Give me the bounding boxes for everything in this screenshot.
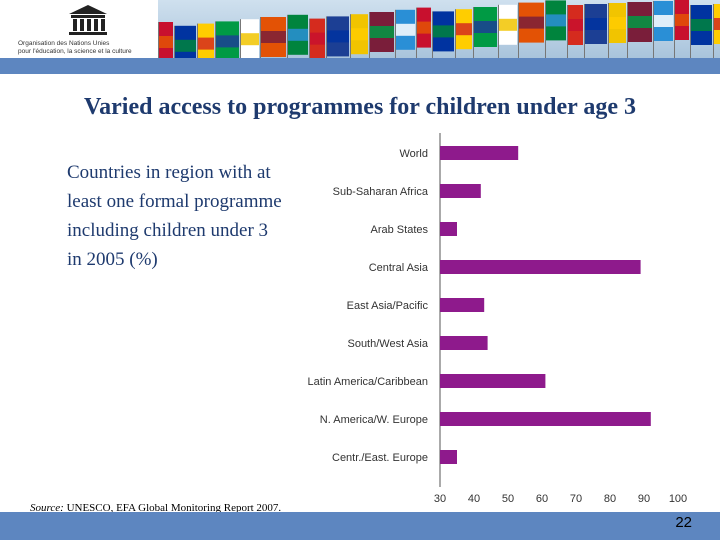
source-note: Source: UNESCO, EFA Global Monitoring Re… xyxy=(30,502,281,514)
footer-blue-bar xyxy=(0,512,720,540)
category-label: East Asia/Pacific xyxy=(347,300,429,312)
slide-title: Varied access to programmes for children… xyxy=(84,94,636,120)
chart-caption: Countries in region with at least one fo… xyxy=(67,162,282,270)
header-blue-bar xyxy=(0,58,720,74)
x-tick-label: 50 xyxy=(502,493,514,505)
org-line-1: Organisation des Nations Unies xyxy=(18,40,110,47)
unesco-logo: Organisation des Nations Unies pour l'éd… xyxy=(18,2,148,56)
category-label: Sub-Saharan Africa xyxy=(333,186,429,198)
category-label: Central Asia xyxy=(369,262,429,274)
header-banner: Organisation des Nations Unies pour l'éd… xyxy=(0,0,720,74)
unesco-logo-text: Organisation des Nations Unies pour l'éd… xyxy=(18,40,158,55)
category-label: Arab States xyxy=(371,224,429,236)
bar xyxy=(440,450,457,464)
source-text: UNESCO, EFA Global Monitoring Report 200… xyxy=(63,502,282,514)
x-tick-label: 60 xyxy=(536,493,548,505)
x-tick-label: 100 xyxy=(669,493,687,505)
category-label: N. America/W. Europe xyxy=(320,414,428,426)
bar xyxy=(440,412,651,426)
category-label: Latin America/Caribbean xyxy=(308,376,428,388)
x-tick-label: 30 xyxy=(434,493,446,505)
bar xyxy=(440,298,485,312)
unesco-temple-icon xyxy=(69,5,107,35)
bar xyxy=(440,374,546,388)
bar-chart: World Sub-Saharan Africa Arab States Centra… xyxy=(308,133,687,505)
bar xyxy=(440,146,519,160)
category-label: Centr./East. Europe xyxy=(332,452,428,464)
org-line-2: pour l'éducation, la science et la cultu… xyxy=(18,47,132,55)
flags-image xyxy=(158,0,720,58)
bar xyxy=(440,184,481,198)
x-tick-label: 40 xyxy=(468,493,480,505)
source-label: Source: xyxy=(30,502,64,514)
header-logo-area: Organisation des Nations Unies pour l'éd… xyxy=(0,0,158,58)
category-label: World xyxy=(399,148,428,160)
x-tick-label: 80 xyxy=(604,493,616,505)
bar xyxy=(440,260,641,274)
x-tick-label: 70 xyxy=(570,493,582,505)
category-label: South/West Asia xyxy=(347,338,428,350)
bar xyxy=(440,222,457,236)
x-tick-label: 90 xyxy=(638,493,650,505)
page-number: 22 xyxy=(675,514,692,531)
bar xyxy=(440,336,488,350)
flags-photo xyxy=(158,0,720,58)
